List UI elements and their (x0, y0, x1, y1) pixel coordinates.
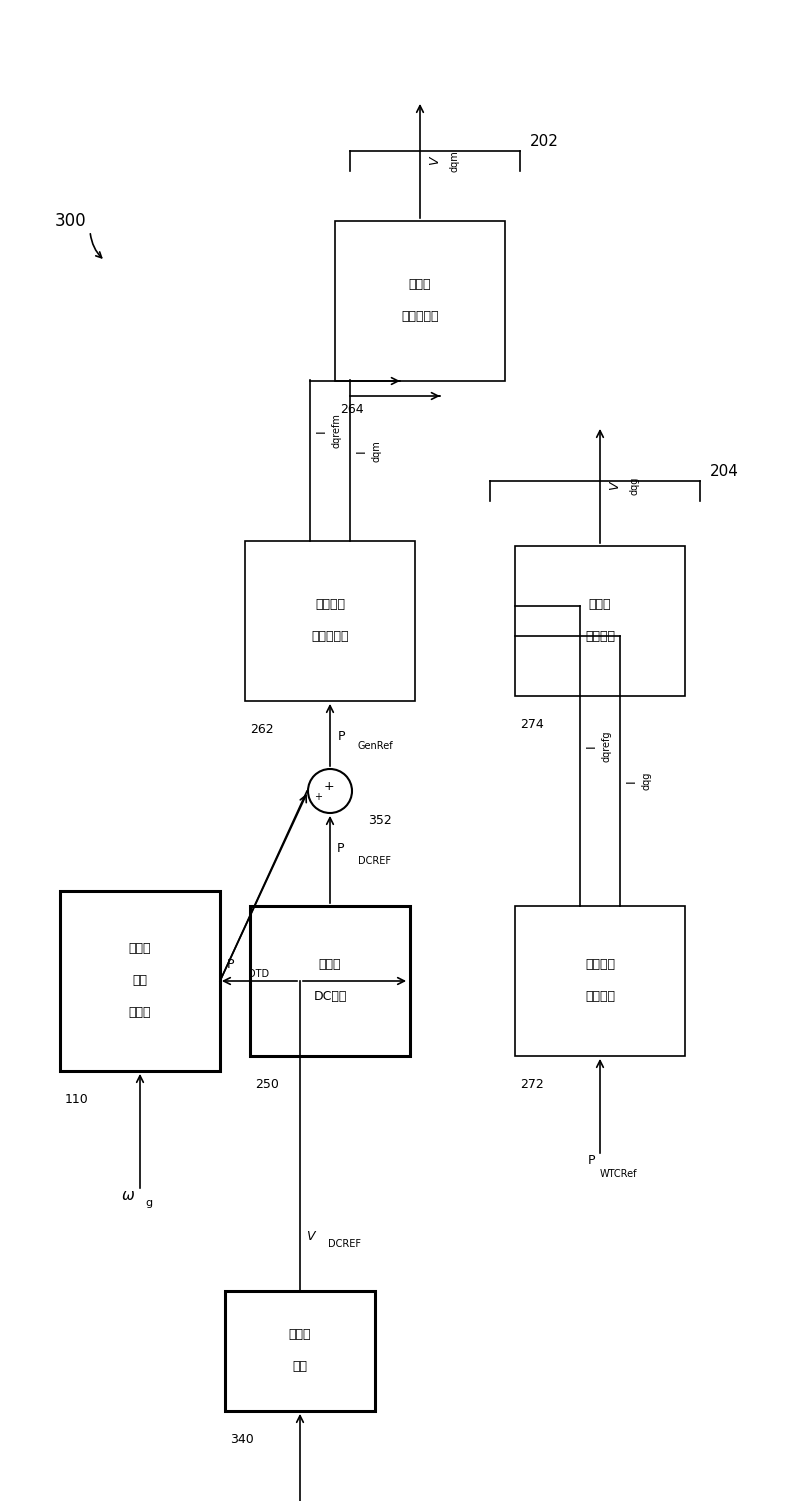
Text: dqrefm: dqrefm (332, 414, 342, 449)
Text: 262: 262 (250, 723, 274, 735)
Text: dqm: dqm (372, 440, 382, 462)
Bar (225, 1291, 375, 1411)
Text: P: P (227, 958, 234, 971)
Text: 驱动链: 驱动链 (129, 1007, 151, 1019)
Text: P: P (338, 729, 346, 743)
Text: 控制器: 控制器 (318, 959, 342, 971)
Bar (515, 546, 685, 696)
Text: 110: 110 (65, 1093, 89, 1106)
Bar (250, 907, 410, 1057)
Text: dqm: dqm (450, 150, 460, 173)
Text: GenRef: GenRef (358, 741, 394, 750)
Text: 发电机电流: 发电机电流 (311, 630, 349, 644)
Text: dqrefg: dqrefg (602, 731, 612, 761)
Text: ω: ω (122, 1189, 135, 1204)
Text: 340: 340 (230, 1433, 254, 1445)
Text: 控制器: 控制器 (589, 599, 611, 611)
Text: 电网电流: 电网电流 (585, 991, 615, 1004)
Text: DTD: DTD (248, 970, 269, 979)
Text: 电网电流: 电网电流 (585, 630, 615, 644)
Bar (335, 221, 505, 381)
Text: DCREF: DCREF (358, 856, 391, 866)
Text: g: g (145, 1198, 152, 1208)
Text: dqg: dqg (642, 772, 652, 790)
Text: 控制器: 控制器 (409, 279, 431, 291)
Text: 带阻: 带阻 (293, 1360, 307, 1373)
Bar (245, 540, 415, 701)
Bar (60, 892, 220, 1072)
Text: I: I (585, 744, 598, 747)
Text: P: P (337, 842, 345, 856)
Text: 274: 274 (520, 717, 544, 731)
Text: 300: 300 (55, 212, 86, 230)
Text: 272: 272 (520, 1078, 544, 1091)
Text: I: I (355, 449, 368, 453)
Text: 264: 264 (340, 402, 364, 416)
Text: V: V (306, 1229, 314, 1243)
Text: dqg: dqg (630, 477, 640, 495)
Text: 参考计算: 参考计算 (585, 959, 615, 971)
Text: I: I (625, 779, 638, 784)
Text: 衰减: 衰减 (133, 974, 147, 988)
Text: I: I (315, 429, 328, 432)
Text: V: V (428, 156, 441, 165)
Text: DCREF: DCREF (328, 1238, 361, 1249)
Text: 352: 352 (368, 815, 392, 827)
Text: P: P (587, 1154, 595, 1168)
Text: 控制器: 控制器 (129, 943, 151, 956)
Text: V: V (608, 482, 621, 491)
Text: 250: 250 (255, 1078, 279, 1091)
Text: 滤波器: 滤波器 (289, 1328, 311, 1342)
Text: DC链路: DC链路 (314, 991, 346, 1004)
Text: +: + (314, 793, 322, 802)
Text: +: + (324, 781, 334, 794)
Text: 202: 202 (530, 134, 559, 149)
Text: WTCRef: WTCRef (600, 1169, 638, 1178)
Text: 204: 204 (710, 464, 739, 479)
Text: 参考计算: 参考计算 (315, 599, 345, 611)
Bar (515, 907, 685, 1057)
Text: 发电机电流: 发电机电流 (402, 311, 438, 324)
